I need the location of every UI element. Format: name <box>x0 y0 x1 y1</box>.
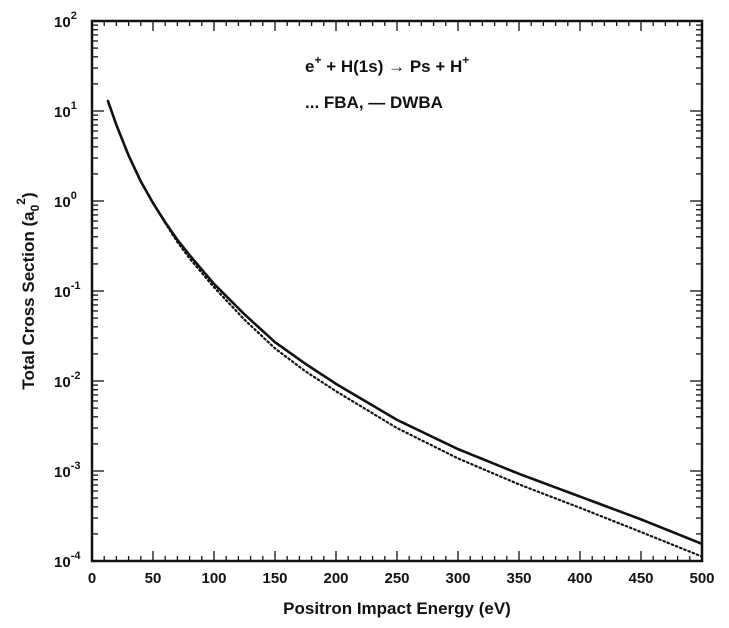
y-axis-title: Total Cross Section (a02) <box>14 192 42 389</box>
x-tick-label: 350 <box>506 570 531 587</box>
reaction-part-e: e <box>305 57 314 76</box>
x-tick-label: 150 <box>262 570 287 587</box>
y-tick-labels: 10-4 10-3 10-2 10-1 100 101 102 <box>54 10 81 571</box>
reaction-part-h1s: + H(1s) <box>321 57 388 76</box>
y-tick-label: 10-1 <box>54 280 80 301</box>
y-tick-label: 10-2 <box>54 370 80 391</box>
y-axis-title-main: Total Cross Section (a <box>19 211 38 390</box>
x-tick-label: 250 <box>384 570 409 587</box>
reaction-part-plus-sup-2: + <box>462 53 469 67</box>
series-line-fba <box>106 99 704 558</box>
reaction-part-ps-h: Ps + H <box>405 57 462 76</box>
y-tick-label: 101 <box>54 100 77 121</box>
reaction-arrow: → <box>388 57 405 76</box>
y-tick-label: 10-4 <box>54 550 81 571</box>
y-axis-title-sub: 0 <box>28 204 42 211</box>
x-tick-label: 450 <box>628 570 653 587</box>
x-tick-label: 50 <box>145 570 162 587</box>
series-line-dwba <box>106 100 703 546</box>
x-axis-title: Positron Impact Energy (eV) <box>283 599 511 618</box>
y-tick-label: 102 <box>54 10 77 31</box>
reaction-annotation: e+ + H(1s) → Ps + H+ <box>305 53 469 76</box>
y-tick-label: 100 <box>54 190 77 211</box>
legend-annotation: ... FBA, — DWBA <box>305 93 443 112</box>
y-axis-title-close: ) <box>19 192 38 198</box>
y-axis-title-sup: 2 <box>14 198 28 205</box>
x-tick-label: 100 <box>201 570 226 587</box>
x-tick-label: 500 <box>689 570 714 587</box>
reaction-part-plus-sup: + <box>314 53 321 67</box>
x-tick-label: 0 <box>88 570 96 587</box>
x-tick-label: 200 <box>323 570 348 587</box>
y-tick-label: 10-3 <box>54 460 80 481</box>
axis-ticks <box>91 20 703 562</box>
x-tick-label: 400 <box>567 570 592 587</box>
series-layer <box>106 99 704 558</box>
x-tick-labels: 0 50 100 150 200 250 300 350 400 450 500 <box>88 570 715 587</box>
x-tick-label: 300 <box>445 570 470 587</box>
